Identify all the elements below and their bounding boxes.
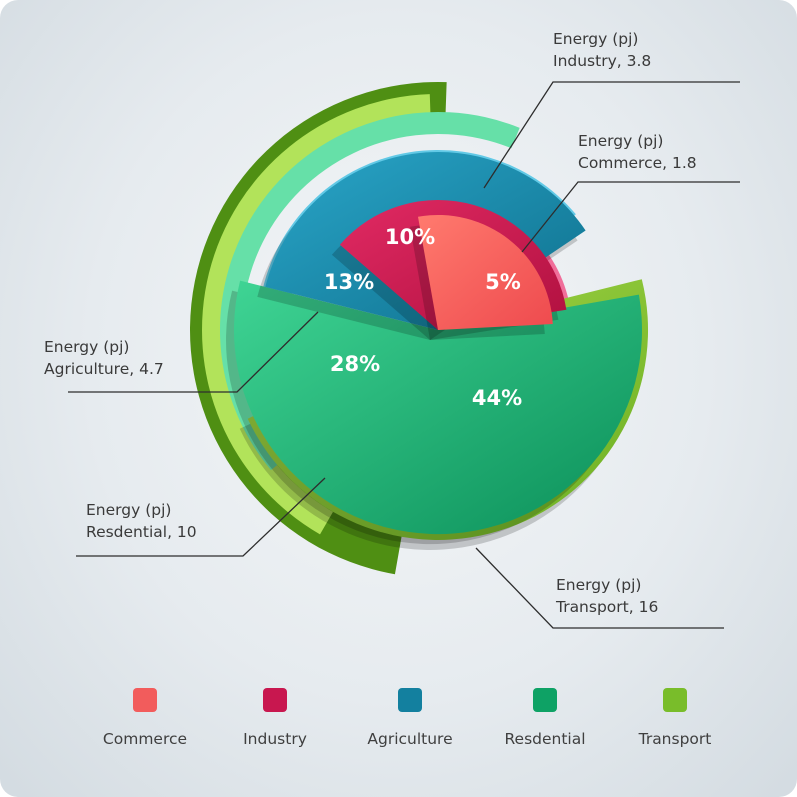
annotation-resdential-line-2: Resdential, 10	[86, 523, 197, 541]
leader-line-resdential	[76, 477, 326, 557]
percent-label-commerce: 5%	[485, 270, 521, 294]
legend-swatch-agriculture	[398, 688, 422, 712]
percent-label-resdential: 28%	[330, 352, 380, 376]
legend-swatch-commerce	[133, 688, 157, 712]
legend-item-transport: Transport	[610, 688, 740, 748]
ring-resdential	[220, 112, 520, 471]
legend-label-agriculture: Agriculture	[367, 730, 453, 748]
pie-slices	[226, 151, 649, 550]
leader-line-agriculture	[68, 311, 319, 393]
legend-label-industry: Industry	[243, 730, 307, 748]
annotation-transport-line-1: Energy (pj)	[556, 576, 641, 594]
ring-transport	[202, 94, 431, 535]
legend-item-resdential: Resdential	[480, 688, 610, 748]
percent-label-transport: 44%	[472, 386, 522, 410]
legend-swatch-industry	[263, 688, 287, 712]
annotation-resdential-line-1: Energy (pj)	[86, 501, 171, 519]
legend-item-commerce: Commerce	[80, 688, 210, 748]
legend-label-commerce: Commerce	[102, 730, 188, 748]
legend-item-industry: Industry	[210, 688, 340, 748]
legend: Commerce Industry Agriculture Resdential Tra…	[80, 688, 740, 768]
annotation-commerce-line-1: Energy (pj)	[578, 132, 663, 150]
slice-resdential	[234, 280, 643, 535]
annotation-agriculture-line-1: Energy (pj)	[44, 338, 129, 356]
legend-swatch-resdential	[533, 688, 557, 712]
annotation-commerce-line-2: Commerce, 1.8	[578, 154, 697, 172]
annotation-agriculture-line-2: Agriculture, 4.7	[44, 360, 164, 378]
legend-swatch-transport	[663, 688, 687, 712]
annotation-transport-line-2: Transport, 16	[555, 598, 658, 616]
annotation-industry-line-1: Energy (pj)	[553, 30, 638, 48]
percent-labels: 5% 10% 13% 28% 44%	[324, 225, 522, 410]
slice-commerce	[418, 214, 553, 330]
percent-label-agriculture: 13%	[324, 270, 374, 294]
leader-line-transport	[475, 547, 724, 629]
annotations: Energy (pj) Commerce, 1.8 Energy (pj) Indus…	[44, 30, 740, 629]
percent-label-industry: 10%	[385, 225, 435, 249]
annotation-industry-line-2: Industry, 3.8	[553, 52, 651, 70]
leader-line-industry	[483, 81, 740, 189]
legend-label-resdential: Resdential	[504, 730, 586, 748]
leader-line-commerce	[521, 181, 740, 253]
legend-item-agriculture: Agriculture	[345, 688, 475, 748]
legend-label-transport: Transport	[638, 730, 712, 748]
